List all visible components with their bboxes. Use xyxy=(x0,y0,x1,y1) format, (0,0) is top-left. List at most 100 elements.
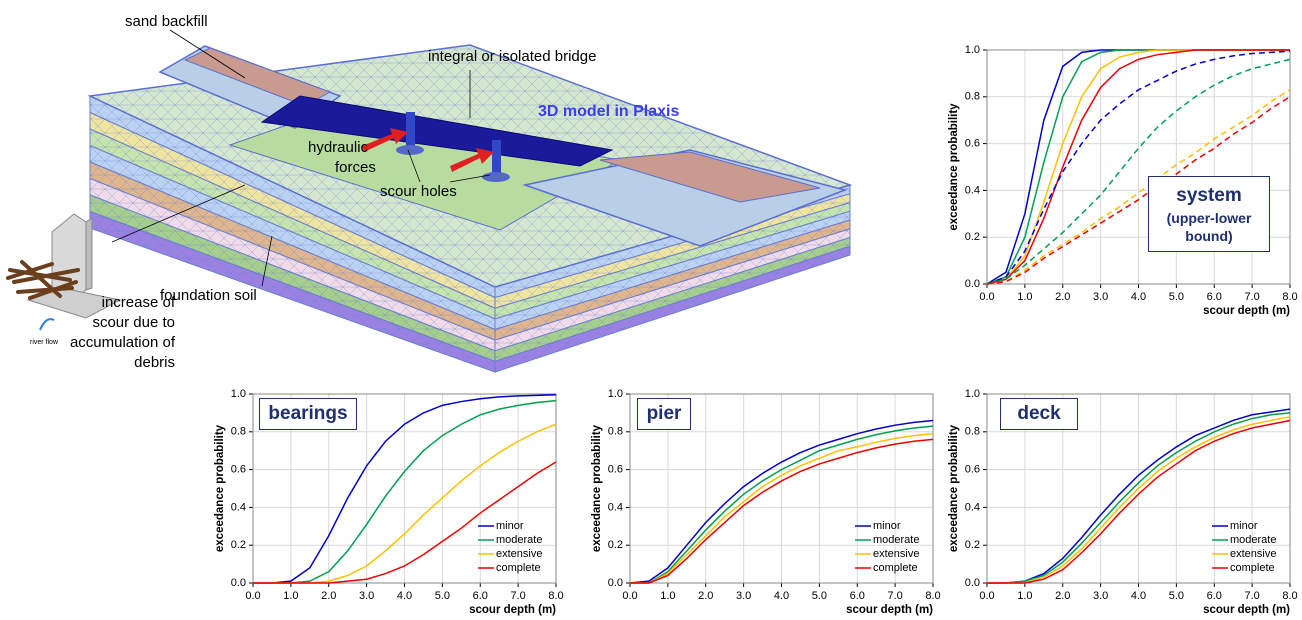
x-tick-label: 0.0 xyxy=(622,590,637,602)
x-tick-label: 1.0 xyxy=(283,590,298,602)
y-tick-label: 0.4 xyxy=(231,501,246,513)
x-axis-label: scour depth (m) xyxy=(1203,305,1290,317)
x-tick-label: 0.0 xyxy=(979,590,994,602)
footing xyxy=(482,172,510,182)
label: scour due to xyxy=(92,314,175,331)
y-tick-label: 0.2 xyxy=(231,539,246,551)
y-axis-label: exceedance probability xyxy=(214,424,226,552)
label: integral or isolated bridge xyxy=(428,48,596,65)
label: increase of xyxy=(102,294,176,311)
y-tick-label: 1.0 xyxy=(965,388,980,400)
y-tick-label: 0.8 xyxy=(965,426,980,438)
x-tick-label: 6.0 xyxy=(1207,291,1222,303)
label: debris xyxy=(134,354,175,371)
x-tick-label: 4.0 xyxy=(1131,590,1146,602)
x-tick-label: 3.0 xyxy=(359,590,374,602)
y-tick-label: 0.6 xyxy=(965,464,980,476)
label: accumulation of xyxy=(70,334,176,351)
legend-label: moderate xyxy=(496,534,542,546)
x-tick-label: 4.0 xyxy=(774,590,789,602)
y-tick-label: 0.8 xyxy=(231,426,246,438)
x-tick-label: 2.0 xyxy=(1055,590,1070,602)
legend-label: complete xyxy=(873,562,918,574)
x-tick-label: 8.0 xyxy=(1282,590,1297,602)
footing xyxy=(396,145,424,155)
x-tick-label: 2.0 xyxy=(698,590,713,602)
y-tick-label: 0.2 xyxy=(608,539,623,551)
label: sand backfill xyxy=(125,13,208,30)
y-tick-label: 0.0 xyxy=(608,577,623,589)
x-tick-label: 7.0 xyxy=(887,590,902,602)
chart-subtitle: (upper-lower bound) xyxy=(1153,209,1265,245)
y-axis-label: exceedance probability xyxy=(591,424,603,552)
label: river flow xyxy=(30,339,59,346)
x-tick-label: 5.0 xyxy=(1169,590,1184,602)
legend-label: minor xyxy=(496,520,524,532)
x-tick-label: 7.0 xyxy=(1244,590,1259,602)
figure: sand backfill integral or isolated bridg… xyxy=(0,0,1302,620)
x-axis-label: scour depth (m) xyxy=(469,604,556,616)
legend-label: moderate xyxy=(873,534,919,546)
y-tick-label: 0.0 xyxy=(231,577,246,589)
pier xyxy=(406,112,415,148)
legend-label: extensive xyxy=(873,548,919,560)
x-tick-label: 4.0 xyxy=(1131,291,1146,303)
y-tick-label: 0.6 xyxy=(231,464,246,476)
y-tick-label: 0.8 xyxy=(965,91,980,103)
x-tick-label: 8.0 xyxy=(548,590,563,602)
y-tick-label: 0.4 xyxy=(965,184,980,196)
x-tick-label: 3.0 xyxy=(736,590,751,602)
y-tick-label: 1.0 xyxy=(965,44,980,56)
chart-title: bearings xyxy=(264,401,352,427)
x-tick-label: 2.0 xyxy=(1055,291,1070,303)
legend-label: extensive xyxy=(1230,548,1276,560)
label: hydraulic xyxy=(308,139,369,156)
label: 3D model in Plaxis xyxy=(538,103,679,120)
chart-title: deck xyxy=(1005,401,1073,427)
x-tick-label: 0.0 xyxy=(245,590,260,602)
legend-label: complete xyxy=(496,562,541,574)
x-tick-label: 1.0 xyxy=(1017,291,1032,303)
x-tick-label: 6.0 xyxy=(850,590,865,602)
chart-title-box: bearings xyxy=(259,398,357,430)
x-axis-label: scour depth (m) xyxy=(846,604,933,616)
legend-label: moderate xyxy=(1230,534,1276,546)
x-tick-label: 5.0 xyxy=(435,590,450,602)
legend-label: extensive xyxy=(496,548,542,560)
chart-title-box: deck xyxy=(1000,398,1078,430)
x-tick-label: 7.0 xyxy=(510,590,525,602)
x-tick-label: 1.0 xyxy=(660,590,675,602)
x-tick-label: 0.0 xyxy=(979,291,994,303)
x-tick-label: 6.0 xyxy=(1207,590,1222,602)
chart-title: pier xyxy=(642,401,686,427)
label: scour holes xyxy=(380,183,457,200)
page: sand backfill integral or isolated bridg… xyxy=(0,0,1302,620)
x-tick-label: 2.0 xyxy=(321,590,336,602)
legend-label: complete xyxy=(1230,562,1275,574)
pier xyxy=(492,140,501,176)
x-tick-label: 8.0 xyxy=(1282,291,1297,303)
label: forces xyxy=(335,159,376,176)
y-tick-label: 0.0 xyxy=(965,577,980,589)
chart-title-box: pier xyxy=(637,398,691,430)
x-tick-label: 4.0 xyxy=(397,590,412,602)
x-tick-label: 8.0 xyxy=(925,590,940,602)
y-axis-label: exceedance probability xyxy=(948,424,960,552)
legend-label: minor xyxy=(1230,520,1258,532)
x-tick-label: 3.0 xyxy=(1093,590,1108,602)
y-tick-label: 0.6 xyxy=(965,138,980,150)
chart-title: system xyxy=(1153,183,1265,209)
y-tick-label: 0.4 xyxy=(965,501,980,513)
y-tick-label: 1.0 xyxy=(608,388,623,400)
legend-label: minor xyxy=(873,520,901,532)
x-tick-label: 3.0 xyxy=(1093,291,1108,303)
x-axis-label: scour depth (m) xyxy=(1203,604,1290,616)
y-tick-label: 0.4 xyxy=(608,501,623,513)
x-tick-label: 5.0 xyxy=(1169,291,1184,303)
y-tick-label: 1.0 xyxy=(231,388,246,400)
y-tick-label: 0.0 xyxy=(965,278,980,290)
x-tick-label: 6.0 xyxy=(473,590,488,602)
y-tick-label: 0.2 xyxy=(965,539,980,551)
y-tick-label: 0.6 xyxy=(608,464,623,476)
x-tick-label: 5.0 xyxy=(812,590,827,602)
